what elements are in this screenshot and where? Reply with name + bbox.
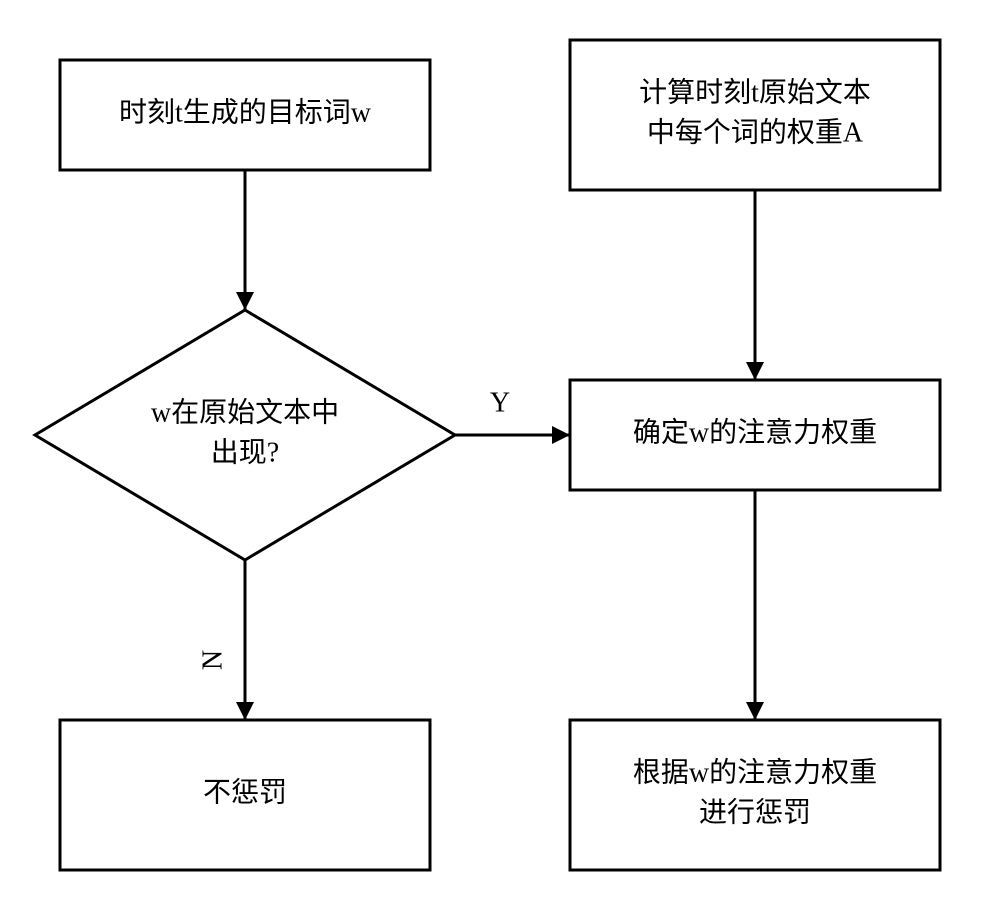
node-n3-line-1: 出现? bbox=[211, 436, 279, 468]
node-n2-line-0: 计算时刻t原始文本 bbox=[639, 76, 871, 108]
edge-label-2: N bbox=[197, 650, 228, 670]
node-n6-line-0: 根据w的注意力权重 bbox=[633, 756, 877, 788]
node-n2-line-1: 中每个词的权重A bbox=[647, 116, 864, 148]
node-n1-line-0: 时刻t生成的目标词w bbox=[119, 96, 372, 128]
node-n4-line-0: 确定w的注意力权重 bbox=[633, 416, 877, 448]
edge-label-1: Y bbox=[490, 387, 510, 418]
node-n3-line-0: w在原始文本中 bbox=[151, 396, 339, 428]
node-n5-line-0: 不惩罚 bbox=[203, 776, 287, 808]
node-n6-line-1: 进行惩罚 bbox=[699, 796, 811, 828]
